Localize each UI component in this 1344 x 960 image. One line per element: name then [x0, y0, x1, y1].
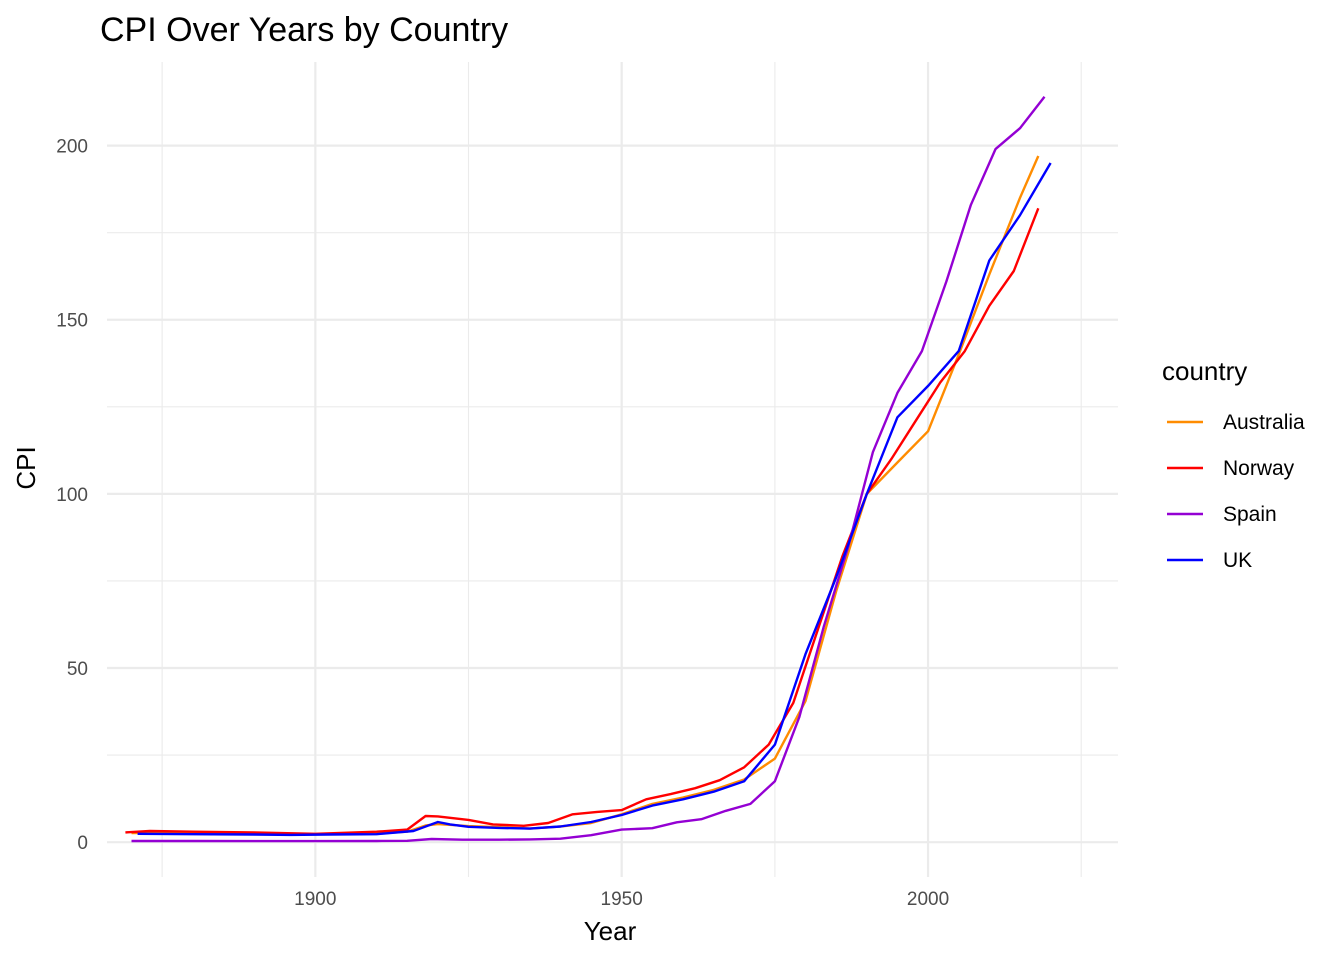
gridlines — [107, 62, 1118, 877]
y-tick-label: 150 — [56, 311, 88, 332]
series-line-uk — [137, 162, 1052, 837]
y-tick-label: 200 — [56, 137, 88, 158]
legend-label-norway: Norway — [1223, 457, 1295, 480]
legend-label-spain: Spain — [1223, 503, 1277, 526]
legend: country Australia Norway Spain UK — [1162, 356, 1305, 572]
x-axis-tick-labels: 1900 1950 2000 — [294, 889, 949, 910]
x-axis-title: Year — [584, 916, 637, 946]
y-tick-label: 100 — [56, 485, 88, 506]
y-axis-title: CPI — [11, 446, 41, 489]
series-line-norway — [125, 207, 1040, 835]
legend-label-uk: UK — [1223, 549, 1252, 572]
series-line-spain — [131, 96, 1046, 843]
legend-title: country — [1162, 356, 1247, 386]
x-tick-label: 1900 — [294, 889, 336, 910]
y-tick-label: 0 — [77, 833, 88, 854]
x-tick-label: 2000 — [907, 889, 949, 910]
chart-title: CPI Over Years by Country — [100, 11, 508, 49]
y-tick-label: 50 — [67, 659, 88, 680]
series-lines — [125, 96, 1052, 843]
series-line-australia — [131, 155, 1040, 836]
y-axis-tick-labels: 0 50 100 150 200 — [56, 137, 88, 855]
legend-label-australia: Australia — [1223, 411, 1305, 434]
x-tick-label: 1950 — [601, 889, 643, 910]
